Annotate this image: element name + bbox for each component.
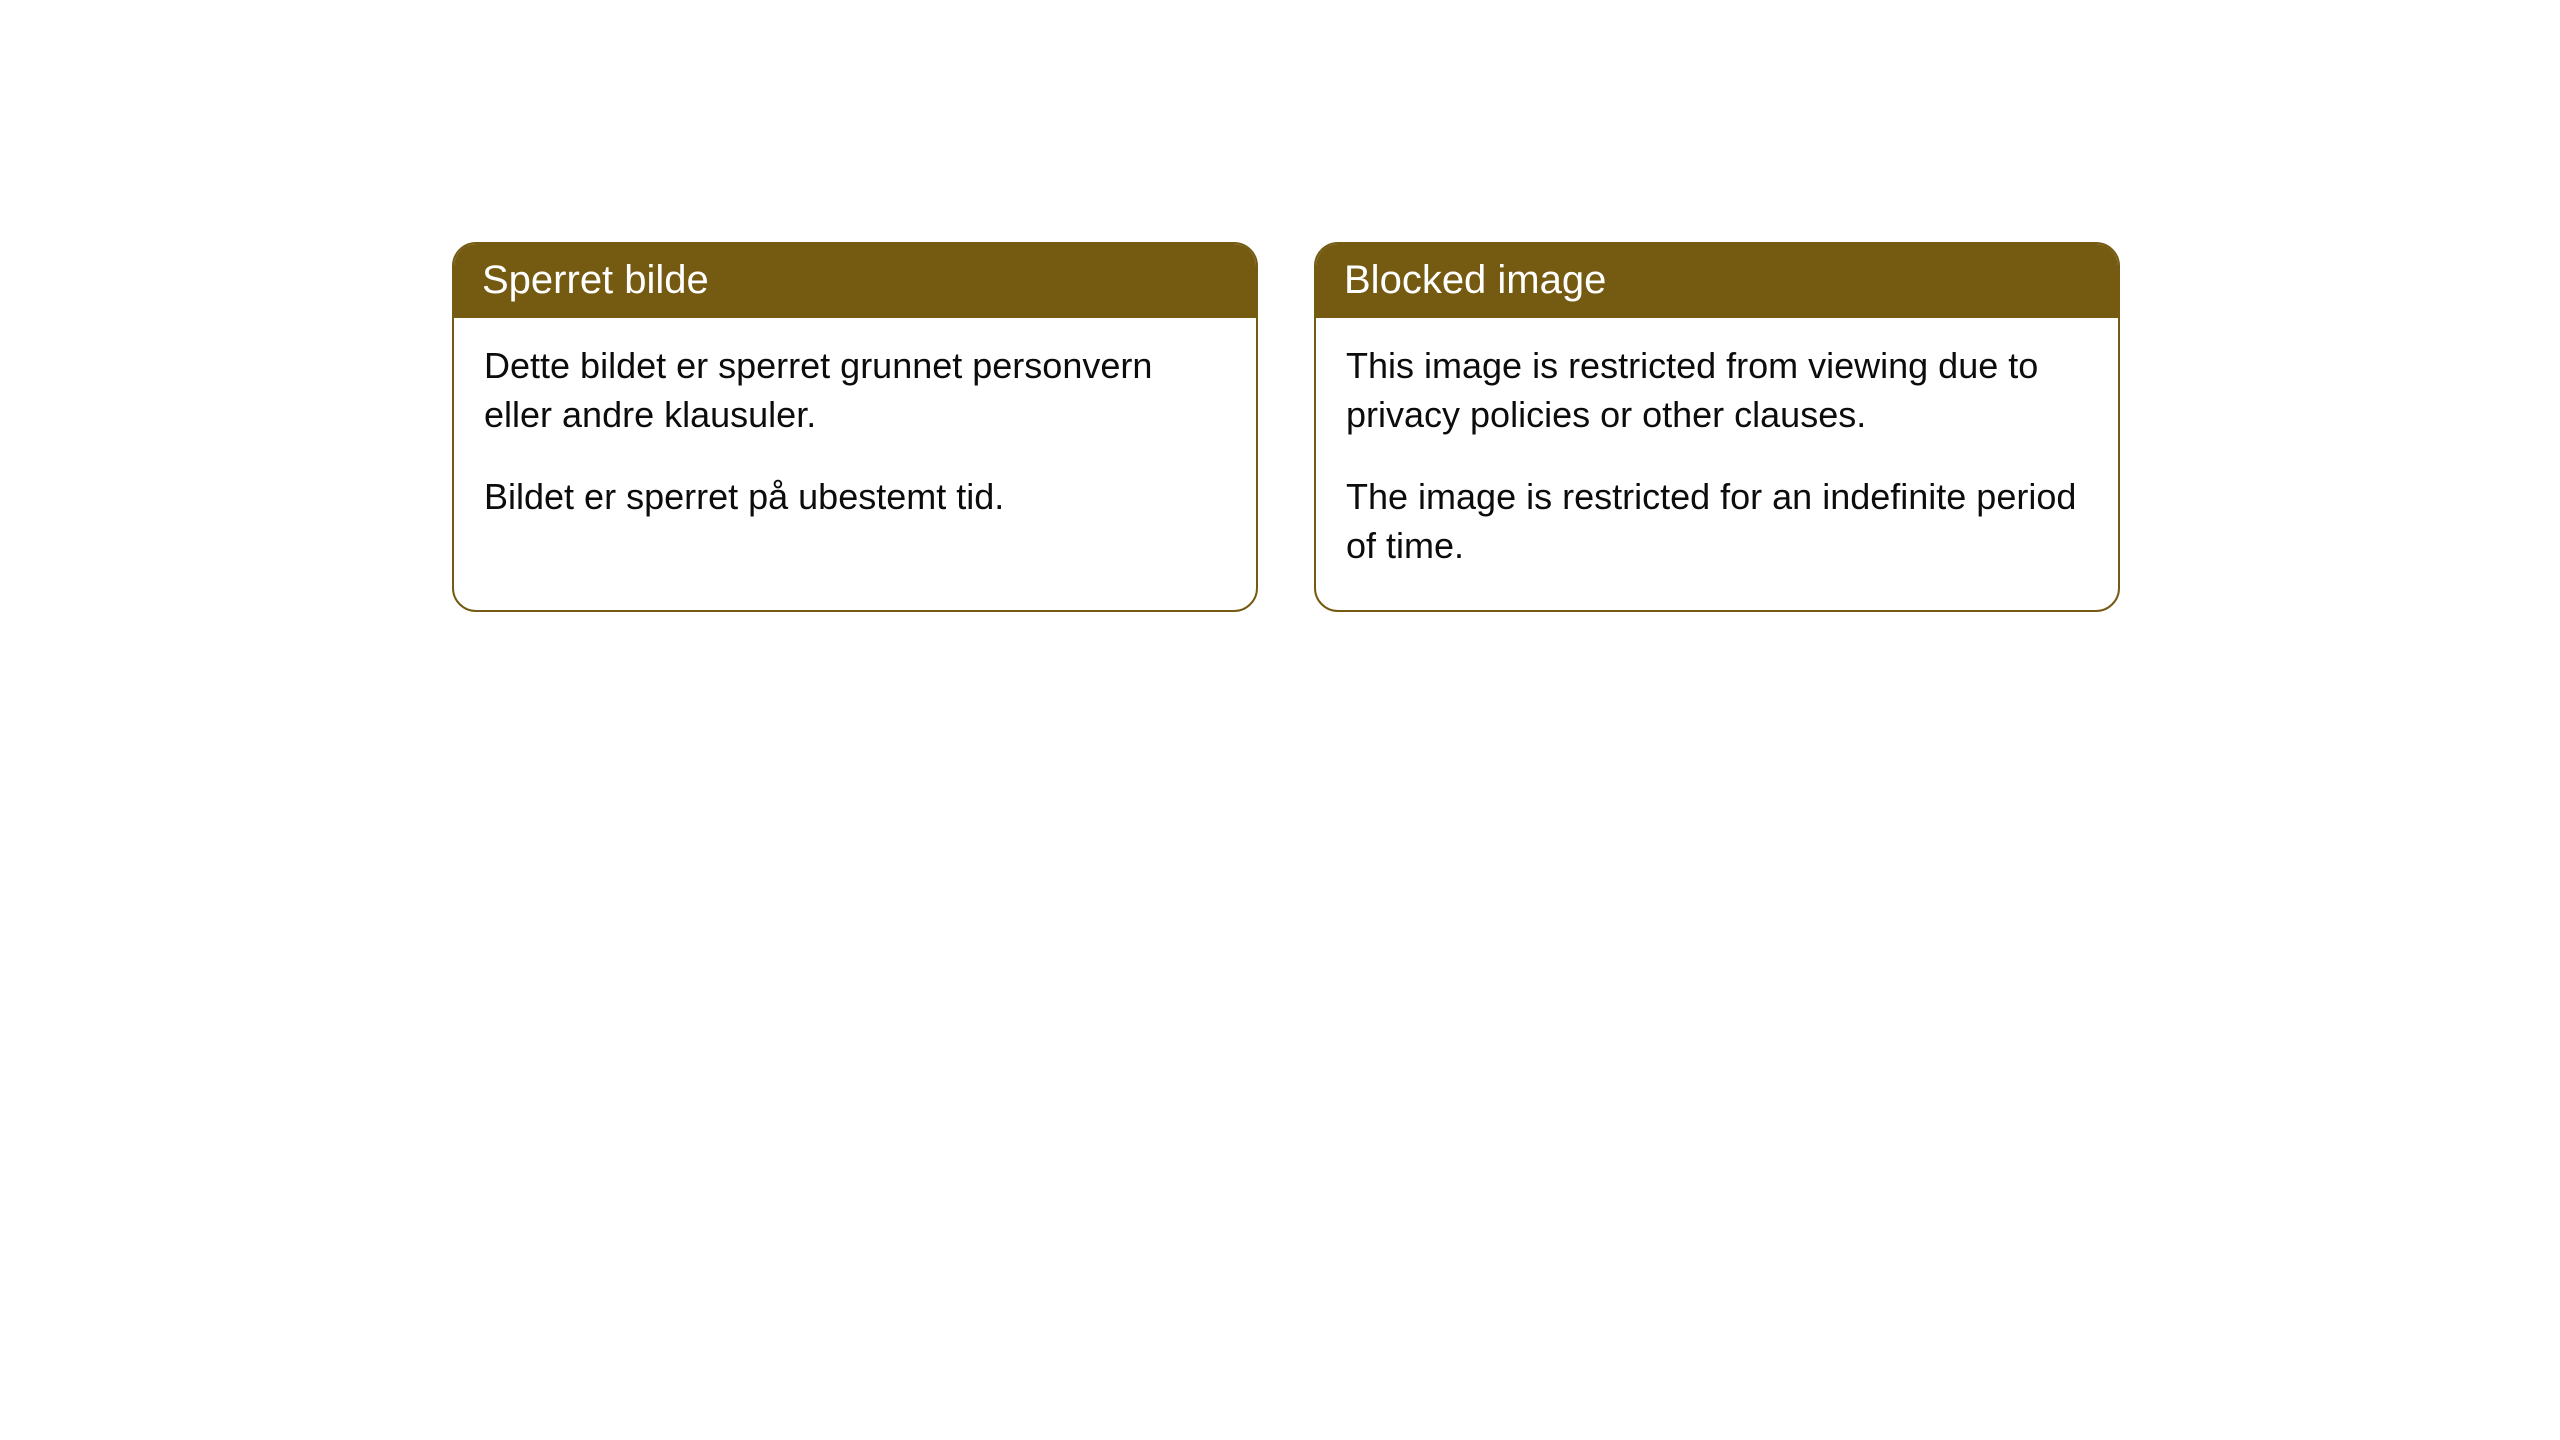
card-header: Sperret bilde <box>454 244 1256 318</box>
card-body: Dette bildet er sperret grunnet personve… <box>454 318 1256 562</box>
notice-container: Sperret bilde Dette bildet er sperret gr… <box>0 0 2560 612</box>
notice-text-line-2: The image is restricted for an indefinit… <box>1346 473 2088 570</box>
notice-text-line-1: Dette bildet er sperret grunnet personve… <box>484 342 1226 439</box>
notice-card-norwegian: Sperret bilde Dette bildet er sperret gr… <box>452 242 1258 612</box>
card-header: Blocked image <box>1316 244 2118 318</box>
notice-card-english: Blocked image This image is restricted f… <box>1314 242 2120 612</box>
card-body: This image is restricted from viewing du… <box>1316 318 2118 610</box>
notice-text-line-2: Bildet er sperret på ubestemt tid. <box>484 473 1226 522</box>
notice-text-line-1: This image is restricted from viewing du… <box>1346 342 2088 439</box>
